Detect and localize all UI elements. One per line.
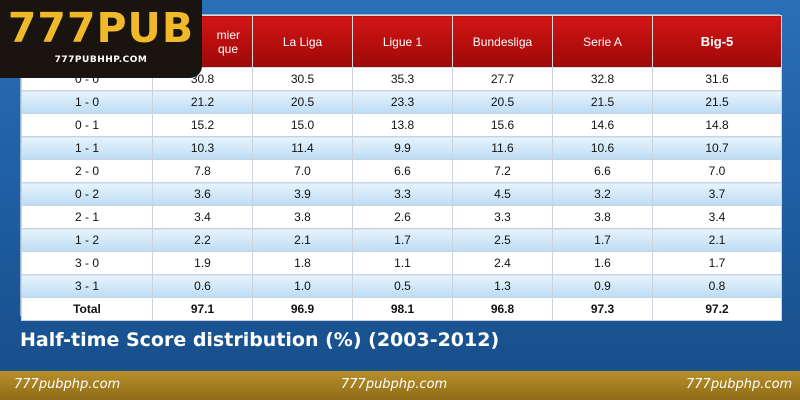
cell-value: 23.3 <box>352 90 453 114</box>
header-la-liga: La Liga <box>252 15 353 68</box>
cell-value: 97.3 <box>552 297 653 321</box>
cell-value: 1.8 <box>252 251 353 275</box>
cell-value: 30.5 <box>252 67 353 91</box>
cell-value: 11.6 <box>452 136 553 160</box>
cell-value: 2.6 <box>352 205 453 229</box>
cell-value: 2.5 <box>452 228 553 252</box>
table-caption: Half-time Score distribution (%) (2003-2… <box>20 329 500 351</box>
cell-value: 15.0 <box>252 113 353 137</box>
cell-value: 0.5 <box>352 274 453 298</box>
cell-value: 1.0 <box>252 274 353 298</box>
cell-value: 3.3 <box>352 182 453 206</box>
cell-value: 96.9 <box>252 297 353 321</box>
cell-value: 15.2 <box>152 113 253 137</box>
cell-value: 1.6 <box>552 251 653 275</box>
cell-value: 7.0 <box>252 159 353 183</box>
cell-value: 32.8 <box>552 67 653 91</box>
cell-value: 0.6 <box>152 274 253 298</box>
brand-logo[interactable]: 777PUB 777PUBHHP.COM <box>0 0 202 78</box>
cell-value: 10.6 <box>552 136 653 160</box>
cell-value: 4.5 <box>452 182 553 206</box>
cell-value: 14.8 <box>652 113 782 137</box>
banner-link-left[interactable]: 777pubphp.com <box>14 377 121 392</box>
logo-wordmark: 777PUB <box>7 4 195 52</box>
cell-value: 3.4 <box>652 205 782 229</box>
table-row: 2 - 0 7.8 7.0 6.6 7.2 6.6 7.0 <box>21 159 782 183</box>
cell-value: 13.8 <box>352 113 453 137</box>
cell-value: 97.1 <box>152 297 253 321</box>
cell-value: 3.9 <box>252 182 353 206</box>
cell-value: 3.8 <box>552 205 653 229</box>
cell-value: 21.5 <box>552 90 653 114</box>
header-bundesliga: Bundesliga <box>452 15 553 68</box>
cell-value: 3.3 <box>452 205 553 229</box>
cell-value: 97.2 <box>652 297 782 321</box>
header-big-5: Big-5 <box>652 15 782 68</box>
cell-value: 7.0 <box>652 159 782 183</box>
cell-value: 7.2 <box>452 159 553 183</box>
row-score-label: 0 - 1 <box>21 113 153 137</box>
cell-value: 0.8 <box>652 274 782 298</box>
table-row: 1 - 0 21.2 20.5 23.3 20.5 21.5 21.5 <box>21 90 782 114</box>
row-score-label: 1 - 0 <box>21 90 153 114</box>
cell-value: 27.7 <box>452 67 553 91</box>
table-row: 3 - 0 1.9 1.8 1.1 2.4 1.6 1.7 <box>21 251 782 275</box>
cell-value: 20.5 <box>252 90 353 114</box>
banner-link-center[interactable]: 777pubphp.com <box>341 377 448 392</box>
cell-value: 1.9 <box>152 251 253 275</box>
cell-value: 14.6 <box>552 113 653 137</box>
cell-value: 11.4 <box>252 136 353 160</box>
cell-value: 2.2 <box>152 228 253 252</box>
row-score-label: Total <box>21 297 153 321</box>
banner-link-right[interactable]: 777pubphp.com <box>686 377 793 392</box>
cell-value: 6.6 <box>352 159 453 183</box>
cell-value: 9.9 <box>352 136 453 160</box>
cell-value: 1.7 <box>552 228 653 252</box>
table-total-row: Total 97.1 96.9 98.1 96.8 97.3 97.2 <box>21 297 782 321</box>
cell-value: 2.4 <box>452 251 553 275</box>
logo-domain: 777PUBHHP.COM <box>54 55 148 65</box>
row-score-label: 0 - 2 <box>21 182 153 206</box>
cell-value: 6.6 <box>552 159 653 183</box>
row-score-label: 1 - 1 <box>21 136 153 160</box>
cell-value: 10.3 <box>152 136 253 160</box>
table-row: 3 - 1 0.6 1.0 0.5 1.3 0.9 0.8 <box>21 274 782 298</box>
footer-banner: 777pubphp.com 777pubphp.com 777pubphp.co… <box>0 371 800 400</box>
cell-value: 1.7 <box>652 251 782 275</box>
cell-value: 3.7 <box>652 182 782 206</box>
cell-value: 10.7 <box>652 136 782 160</box>
row-score-label: 3 - 1 <box>21 274 153 298</box>
row-score-label: 2 - 1 <box>21 205 153 229</box>
cell-value: 2.1 <box>652 228 782 252</box>
cell-value: 2.1 <box>252 228 353 252</box>
cell-value: 1.1 <box>352 251 453 275</box>
cell-value: 21.5 <box>652 90 782 114</box>
cell-value: 3.8 <box>252 205 353 229</box>
table-row: 2 - 1 3.4 3.8 2.6 3.3 3.8 3.4 <box>21 205 782 229</box>
cell-value: 15.6 <box>452 113 553 137</box>
cell-value: 3.2 <box>552 182 653 206</box>
cell-value: 98.1 <box>352 297 453 321</box>
cell-value: 20.5 <box>452 90 553 114</box>
cell-value: 3.6 <box>152 182 253 206</box>
cell-value: 21.2 <box>152 90 253 114</box>
cell-value: 0.9 <box>552 274 653 298</box>
cell-value: 31.6 <box>652 67 782 91</box>
row-score-label: 3 - 0 <box>21 251 153 275</box>
cell-value: 1.7 <box>352 228 453 252</box>
cell-value: 1.3 <box>452 274 553 298</box>
header-serie-a: Serie A <box>552 15 653 68</box>
table-row: 0 - 1 15.2 15.0 13.8 15.6 14.6 14.8 <box>21 113 782 137</box>
table-row: 1 - 1 10.3 11.4 9.9 11.6 10.6 10.7 <box>21 136 782 160</box>
row-score-label: 2 - 0 <box>21 159 153 183</box>
cell-value: 96.8 <box>452 297 553 321</box>
cell-value: 3.4 <box>152 205 253 229</box>
header-ligue-1: Ligue 1 <box>352 15 453 68</box>
cell-value: 7.8 <box>152 159 253 183</box>
row-score-label: 1 - 2 <box>21 228 153 252</box>
cell-value: 35.3 <box>352 67 453 91</box>
table-row: 1 - 2 2.2 2.1 1.7 2.5 1.7 2.1 <box>21 228 782 252</box>
table-row: 0 - 2 3.6 3.9 3.3 4.5 3.2 3.7 <box>21 182 782 206</box>
